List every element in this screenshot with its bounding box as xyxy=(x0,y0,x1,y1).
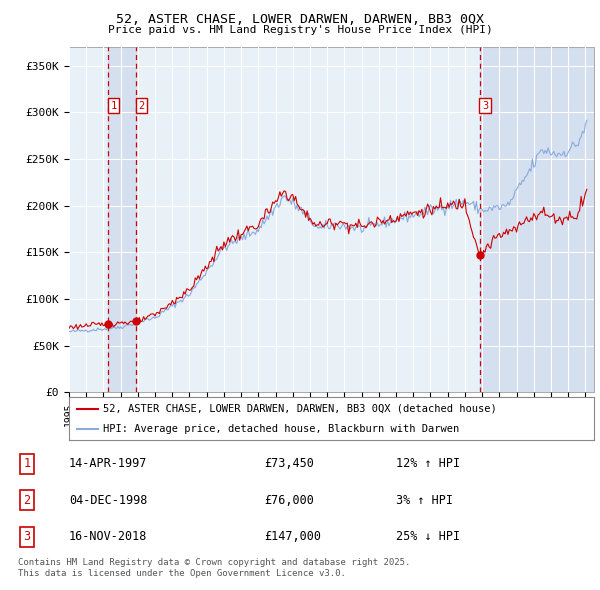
Text: 14-APR-1997: 14-APR-1997 xyxy=(69,457,148,470)
Text: Price paid vs. HM Land Registry's House Price Index (HPI): Price paid vs. HM Land Registry's House … xyxy=(107,25,493,35)
Text: 04-DEC-1998: 04-DEC-1998 xyxy=(69,494,148,507)
Text: Contains HM Land Registry data © Crown copyright and database right 2025.
This d: Contains HM Land Registry data © Crown c… xyxy=(18,558,410,578)
Text: 16-NOV-2018: 16-NOV-2018 xyxy=(69,530,148,543)
Text: HPI: Average price, detached house, Blackburn with Darwen: HPI: Average price, detached house, Blac… xyxy=(103,424,460,434)
Text: 1: 1 xyxy=(110,101,116,111)
Text: 12% ↑ HPI: 12% ↑ HPI xyxy=(396,457,460,470)
Text: 2: 2 xyxy=(139,101,145,111)
Text: 3: 3 xyxy=(23,530,31,543)
Text: £73,450: £73,450 xyxy=(264,457,314,470)
Text: £147,000: £147,000 xyxy=(264,530,321,543)
Text: 3% ↑ HPI: 3% ↑ HPI xyxy=(396,494,453,507)
Text: 1: 1 xyxy=(23,457,31,470)
Text: £76,000: £76,000 xyxy=(264,494,314,507)
Bar xyxy=(108,47,136,392)
Bar xyxy=(480,47,594,392)
Text: 2: 2 xyxy=(23,494,31,507)
Text: 52, ASTER CHASE, LOWER DARWEN, DARWEN, BB3 0QX (detached house): 52, ASTER CHASE, LOWER DARWEN, DARWEN, B… xyxy=(103,404,497,414)
Text: 25% ↓ HPI: 25% ↓ HPI xyxy=(396,530,460,543)
Text: 3: 3 xyxy=(482,101,488,111)
Text: 52, ASTER CHASE, LOWER DARWEN, DARWEN, BB3 0QX: 52, ASTER CHASE, LOWER DARWEN, DARWEN, B… xyxy=(116,13,484,26)
